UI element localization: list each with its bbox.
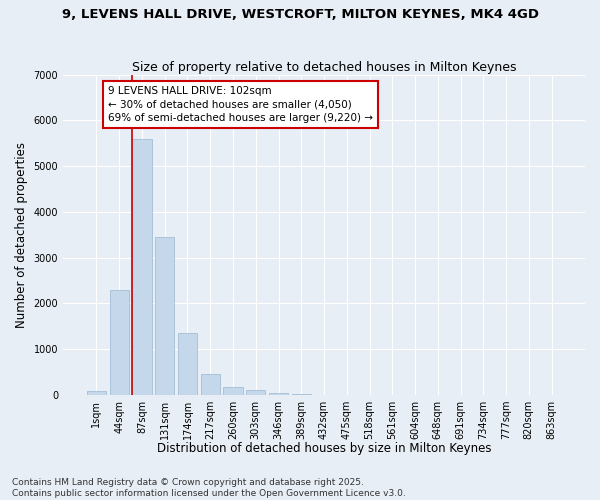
Bar: [110, 290, 129, 395]
Text: 9 LEVENS HALL DRIVE: 102sqm
← 30% of detached houses are smaller (4,050)
69% of : 9 LEVENS HALL DRIVE: 102sqm ← 30% of det…: [108, 86, 373, 122]
Text: 9, LEVENS HALL DRIVE, WESTCROFT, MILTON KEYNES, MK4 4GD: 9, LEVENS HALL DRIVE, WESTCROFT, MILTON …: [62, 8, 539, 20]
Text: Contains HM Land Registry data © Crown copyright and database right 2025.
Contai: Contains HM Land Registry data © Crown c…: [12, 478, 406, 498]
Bar: [178, 333, 197, 395]
Bar: [132, 138, 152, 395]
Bar: [87, 392, 106, 395]
Y-axis label: Number of detached properties: Number of detached properties: [15, 142, 28, 328]
Bar: [246, 390, 265, 395]
Bar: [223, 387, 242, 395]
Title: Size of property relative to detached houses in Milton Keynes: Size of property relative to detached ho…: [132, 60, 516, 74]
Bar: [200, 374, 220, 395]
X-axis label: Distribution of detached houses by size in Milton Keynes: Distribution of detached houses by size …: [157, 442, 491, 455]
Bar: [155, 237, 175, 395]
Bar: [269, 392, 288, 395]
